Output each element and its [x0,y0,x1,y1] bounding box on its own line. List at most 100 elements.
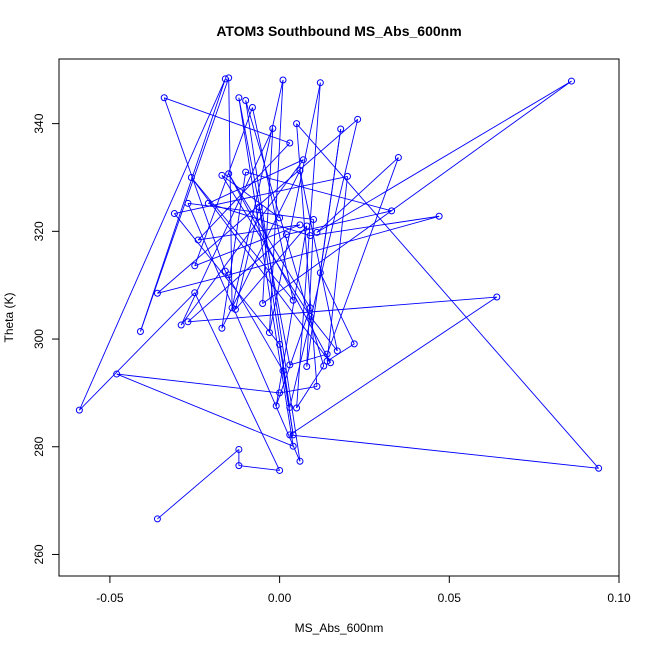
data-point [153,289,161,297]
series-segment [157,118,358,294]
series-segment [289,119,359,408]
data-point [435,212,443,220]
chart-title: ATOM3 Southbound MS_Abs_600nm [216,23,461,39]
series-segment [187,203,301,462]
series-segment [316,80,572,233]
series-segment [157,274,229,294]
data-point [316,269,324,277]
data-point [388,207,396,215]
data-point [255,203,263,211]
data-point [394,154,402,162]
data-point [235,445,243,453]
data-point [313,228,321,236]
series-points [75,74,603,523]
data-point [337,125,345,133]
series-segment [116,373,280,394]
data-point [194,236,202,244]
data-point [235,94,243,102]
data-point [160,94,168,102]
data-point [286,361,294,369]
y-tick-label: 260 [32,544,46,564]
data-point [265,329,273,337]
data-point [242,168,250,176]
data-point [286,139,294,147]
x-tick-label: 0.10 [607,591,631,605]
series-segment [289,353,328,366]
series-segment [221,174,280,219]
data-point [303,363,311,371]
series-segment [238,97,291,365]
series-segment [224,270,284,372]
series-segment [245,100,325,367]
data-point [293,404,301,412]
data-point [228,304,236,312]
data-point [289,442,297,450]
y-axis: 260 280 300 320 340 [32,113,59,564]
data-point [276,466,284,474]
data-point [354,115,362,123]
series-segment [194,292,281,471]
series-segment [116,373,294,447]
series-segment [187,296,497,323]
data-point [75,406,83,414]
data-point [113,370,121,378]
data-point [333,347,341,355]
data-point [242,96,250,104]
series-segment [319,128,342,273]
data-point [286,431,294,439]
data-point [272,402,280,410]
data-point [191,289,199,297]
data-point [327,359,335,367]
data-point [276,214,284,222]
series-segment [187,234,287,323]
data-point [225,271,233,279]
data-point [289,296,297,304]
series-segment [221,175,311,317]
series-segment [245,100,301,462]
data-point [296,457,304,465]
data-point [296,166,304,174]
data-point [191,262,199,270]
data-point [231,305,239,313]
series-segment [191,177,294,301]
data-point [310,215,318,223]
series-lines [78,77,599,520]
data-point [289,431,297,439]
series-segment [310,215,440,237]
data-point [225,74,233,82]
data-point [225,170,233,178]
series-segment [174,175,348,215]
plot-frame [58,58,620,577]
x-tick-label: -0.05 [96,591,124,605]
x-tick-label: 0.05 [438,591,462,605]
data-point [276,389,284,397]
series-segment [306,219,314,367]
series-segment [79,292,196,411]
series-segment [262,128,274,304]
data-point [177,321,185,329]
y-tick-label: 340 [32,113,46,133]
data-point [350,340,358,348]
data-point [306,312,314,320]
series-segment [163,97,226,272]
series-segment [286,210,392,236]
data-point [282,231,290,239]
data-point [316,79,324,87]
series-segment [180,128,274,326]
data-point [235,462,243,470]
data-point [279,76,287,84]
series-segment [268,82,321,333]
data-point [136,328,144,336]
x-axis-label: MS_Abs_600nm [295,621,384,635]
data-point [170,210,178,218]
y-tick-label: 280 [32,436,46,456]
data-point [320,362,328,370]
series-segment [164,97,290,144]
data-point [313,382,321,390]
data-point [493,293,501,301]
series-segment [238,465,280,471]
x-axis: -0.05 0.00 0.05 0.10 [96,576,631,605]
data-point [595,464,603,472]
series-segment [140,78,226,332]
